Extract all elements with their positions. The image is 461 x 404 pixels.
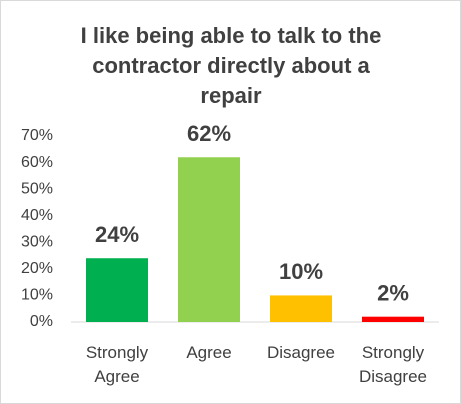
bar bbox=[362, 316, 424, 322]
bar bbox=[86, 258, 148, 322]
data-label: 62% bbox=[187, 121, 231, 146]
y-tick-label: 70% bbox=[21, 127, 53, 144]
bar bbox=[270, 295, 332, 322]
y-tick-label: 50% bbox=[21, 180, 53, 197]
y-tick-label: 20% bbox=[21, 260, 53, 277]
y-tick-label: 30% bbox=[21, 234, 53, 251]
y-tick-label: 40% bbox=[21, 207, 53, 224]
y-tick-label: 0% bbox=[30, 313, 53, 330]
y-tick-label: 60% bbox=[21, 154, 53, 171]
x-tick-label: Strongly Disagree bbox=[358, 343, 428, 386]
x-tick-label: Agree bbox=[186, 343, 232, 362]
x-tick-label: Strongly Agree bbox=[85, 343, 149, 386]
data-label: 24% bbox=[95, 222, 139, 247]
y-tick-label: 10% bbox=[21, 287, 53, 304]
chart-title: I like being able to talk to the contrac… bbox=[80, 23, 382, 108]
data-label: 10% bbox=[279, 259, 323, 284]
bar bbox=[178, 157, 240, 322]
x-tick-label: Disagree bbox=[266, 343, 336, 362]
data-label: 2% bbox=[377, 280, 409, 305]
